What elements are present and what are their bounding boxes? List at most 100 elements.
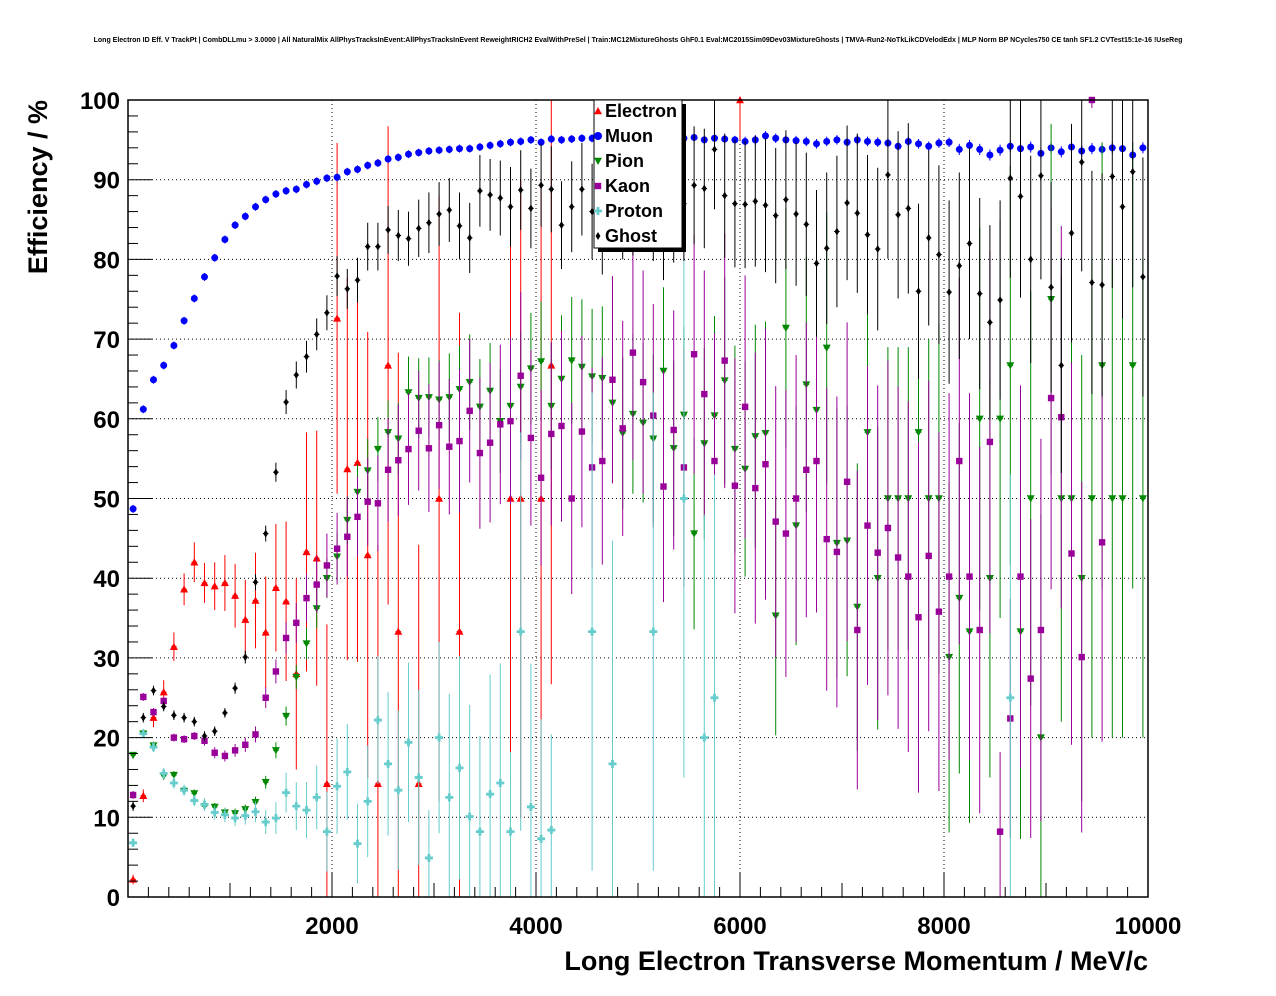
data-point — [394, 710, 403, 870]
marker-square — [150, 708, 157, 716]
legend-label-ghost: Ghost — [605, 226, 657, 246]
series-ghost — [130, 100, 1146, 811]
marker-diamond — [375, 242, 381, 251]
data-point — [130, 801, 136, 811]
marker-triangle-up — [384, 361, 393, 369]
marker-square — [619, 425, 626, 432]
marker-triangle-up — [271, 583, 280, 591]
data-point — [211, 747, 218, 759]
marker-square — [578, 428, 586, 435]
marker-circle — [466, 145, 474, 153]
marker-square — [497, 421, 504, 428]
data-point — [772, 147, 779, 284]
data-point — [354, 476, 361, 557]
marker-diamond — [722, 191, 728, 200]
data-point — [466, 144, 474, 153]
marker-circle — [1027, 143, 1035, 151]
marker-square — [129, 791, 137, 799]
data-point — [996, 144, 1004, 156]
data-point — [486, 141, 494, 150]
marker-square — [925, 552, 932, 560]
data-point — [292, 185, 300, 194]
data-point — [935, 138, 943, 148]
data-point — [1119, 100, 1126, 319]
data-point — [772, 386, 779, 658]
marker-circle — [354, 165, 361, 173]
data-point — [181, 712, 187, 723]
marker-diamond — [579, 185, 585, 194]
marker-triangle-up — [220, 578, 229, 587]
marker-square — [272, 668, 280, 675]
marker-diamond — [181, 713, 187, 722]
data-point — [736, 96, 744, 140]
marker-circle — [772, 134, 780, 142]
marker-square — [466, 407, 473, 415]
marker-cross — [261, 818, 270, 827]
data-point — [874, 385, 881, 721]
marker-diamond — [222, 708, 228, 717]
data-point — [843, 322, 851, 642]
marker-square — [527, 434, 535, 442]
data-point — [261, 775, 270, 789]
marker-diamond — [406, 234, 411, 243]
data-point — [526, 663, 535, 897]
marker-circle — [201, 273, 208, 281]
marker-circle — [537, 138, 545, 146]
data-point — [231, 743, 239, 757]
marker-cross — [292, 802, 301, 811]
marker-square — [803, 466, 810, 474]
data-point — [446, 378, 453, 515]
marker-circle — [578, 134, 586, 142]
data-point — [475, 736, 484, 897]
marker-square — [507, 417, 514, 425]
data-point — [874, 137, 882, 148]
x-tick-label: 6000 — [713, 913, 766, 940]
marker-diamond — [1130, 167, 1136, 176]
data-point — [691, 126, 697, 245]
marker-square — [609, 376, 616, 383]
data-point — [608, 540, 617, 897]
data-point — [945, 137, 953, 148]
y-tick-label: 10 — [93, 805, 120, 832]
marker-circle — [1057, 148, 1065, 156]
marker-diamond — [844, 198, 850, 207]
data-point — [343, 167, 351, 176]
data-point — [496, 663, 505, 897]
marker-triangle-up — [302, 547, 311, 556]
marker-triangle-up — [231, 591, 240, 599]
data-point — [363, 745, 372, 858]
marker-diamond — [967, 239, 972, 248]
data-point — [404, 662, 413, 823]
data-point — [639, 270, 647, 494]
data-point — [996, 751, 1004, 897]
data-point — [395, 404, 402, 517]
data-point — [272, 659, 280, 684]
marker-cross — [547, 826, 556, 835]
legend-label-muon: Muon — [605, 126, 653, 146]
y-tick-label: 60 — [93, 407, 120, 434]
marker-diamond — [824, 244, 830, 253]
data-point — [445, 693, 454, 897]
data-point — [252, 202, 259, 211]
marker-diamond — [1007, 174, 1013, 183]
marker-diamond — [595, 232, 601, 240]
data-point — [293, 602, 300, 643]
data-point — [446, 178, 453, 242]
marker-circle — [150, 376, 157, 384]
y-tick-label: 20 — [93, 726, 120, 753]
data-point — [517, 150, 524, 230]
data-point — [210, 805, 219, 820]
marker-triangle-up — [435, 494, 444, 502]
marker-triangle-down — [282, 712, 291, 721]
data-point — [792, 355, 800, 642]
marker-circle — [802, 137, 810, 145]
data-point — [752, 135, 759, 267]
data-point — [242, 737, 249, 752]
marker-diamond — [202, 732, 207, 741]
marker-diamond — [334, 272, 340, 281]
marker-diamond — [171, 711, 177, 720]
data-point — [374, 455, 382, 552]
data-point — [558, 330, 565, 522]
data-point — [180, 573, 189, 606]
marker-diamond — [477, 186, 483, 195]
